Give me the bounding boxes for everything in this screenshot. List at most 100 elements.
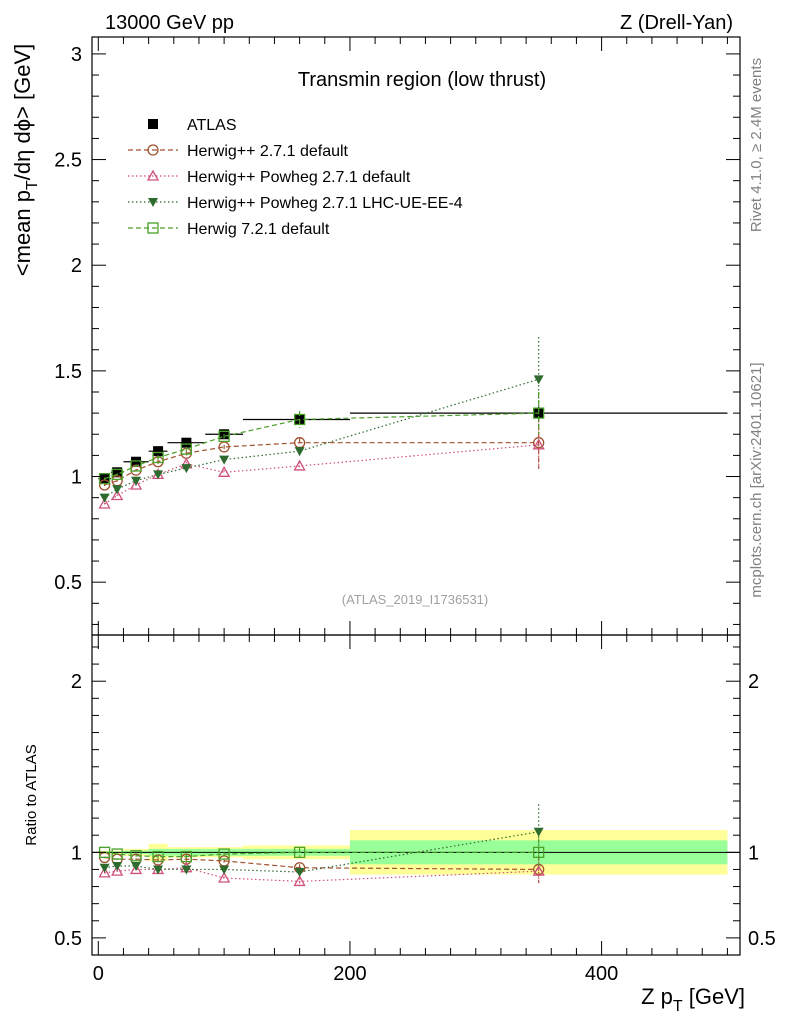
ratio-y-tick-label-right: 1 (748, 842, 759, 864)
ratio-point-powheg_ue (219, 865, 230, 875)
main-point-powheg (532, 438, 545, 450)
ratio-y-tick-label: 1 (71, 842, 82, 864)
main-point-herwig7 (98, 472, 111, 485)
legend-marker-powheg (146, 169, 160, 181)
main-point-herwig7 (180, 443, 193, 455)
ratio-point-herwig7 (293, 846, 306, 858)
main-series-powheg (98, 419, 545, 509)
ratio-point-powheg_ue (533, 827, 544, 837)
legend: ATLAS Herwig++ 2.7.1 default Herwig++ Powh… (128, 117, 463, 238)
ratio-point-herwig7 (533, 846, 545, 858)
main-y-tick-label: 3 (71, 44, 82, 66)
main-point-powheg (98, 497, 111, 509)
ratio-point-powheg (129, 863, 143, 875)
ratio-line-herwigpp (104, 856, 539, 871)
side-label-rivet: Rivet 4.1.0, ≥ 2.4M events (748, 58, 765, 232)
main-point-herwig7 (130, 460, 142, 472)
main-series-herwigpp (98, 417, 545, 491)
main-series (98, 337, 728, 509)
ratio-point-herwig7 (180, 850, 193, 863)
ratio-plot-frame (91, 634, 741, 956)
ratio-point-powheg (293, 875, 306, 887)
main-point-powheg_ue (219, 455, 230, 465)
ratio-point-powheg (532, 864, 545, 876)
main-point-powheg (129, 478, 143, 490)
main-y-tick-label: 2.5 (54, 150, 82, 172)
ratio-point-powheg_ue (112, 862, 123, 872)
main-line-herwigpp (104, 442, 539, 486)
main-point-herwigpp (98, 479, 111, 491)
ratio-point-powheg_ue (294, 868, 305, 878)
legend-label-powheg_ue: Herwig++ Powheg 2.7.1 LHC-UE-EE-4 (187, 195, 463, 212)
main-point-powheg (111, 489, 124, 501)
ratio-point-powheg_ue (131, 862, 142, 872)
main-point-powheg_ue (99, 493, 110, 503)
ratio-line-powheg (104, 867, 539, 883)
main-point-atlas (181, 437, 192, 448)
x-axis-label: Z pT [GeV] (641, 984, 745, 1015)
legend-marker-herwigpp (147, 144, 159, 156)
main-point-powheg_ue (153, 470, 164, 480)
legend-marker-atlas (148, 119, 158, 129)
ratio-series-powheg_ue (99, 804, 544, 878)
x-tick-label: 0 (93, 963, 104, 985)
ratio-line-powheg_ue (104, 831, 539, 873)
ratio-point-powheg (218, 871, 231, 883)
ratio-point-powheg (98, 866, 111, 878)
main-series-atlas (98, 406, 728, 484)
legend-label-atlas: ATLAS (187, 117, 237, 134)
ratio-line-herwig7 (104, 851, 539, 858)
main-point-herwig7 (111, 468, 123, 481)
main-point-herwig7 (218, 430, 230, 443)
ratio-point-herwig7 (130, 850, 142, 862)
legend-marker-powheg_ue (148, 198, 158, 207)
main-point-powheg (218, 465, 231, 477)
main-point-herwig7 (533, 407, 545, 419)
main-point-powheg (293, 459, 306, 471)
main-point-powheg_ue (181, 464, 192, 474)
main-y-axis-label: <mean pT/dη dϕ> [GeV] (10, 44, 41, 276)
ratio-y-tick-label: 0.5 (54, 928, 82, 950)
main-point-atlas (112, 467, 123, 478)
main-point-powheg_ue (533, 375, 544, 385)
frames (91, 36, 741, 956)
ratio-point-powheg_ue (153, 865, 164, 875)
main-y-tick-label: 1.5 (54, 361, 82, 383)
main-point-atlas (153, 446, 164, 457)
ratio-y-tick-label-right: 2 (748, 671, 759, 693)
main-point-powheg_ue (112, 485, 123, 495)
main-series-powheg_ue (99, 337, 544, 503)
main-line-powheg_ue (104, 378, 539, 499)
ratio-y-tick-label-right: 0.5 (748, 928, 776, 950)
x-tick-label: 200 (333, 963, 366, 985)
ratio-point-herwig7 (152, 850, 164, 863)
ratio-y-tick-label: 2 (71, 671, 82, 693)
axis-ticks: 0.5 1 1.5 2 2.5 3 0.5 0.5 1 1 2 2 0 200 400 (54, 37, 776, 985)
main-point-powheg_ue (131, 476, 142, 486)
main-point-atlas (131, 456, 142, 467)
header-right: Z (Drell-Yan) (620, 12, 733, 34)
ratio-point-powheg (111, 864, 124, 876)
main-y-tick-label: 2 (71, 255, 82, 277)
main-y-tick-label: 1 (71, 467, 82, 489)
main-line-powheg (104, 444, 539, 505)
ratio-point-powheg_ue (181, 865, 192, 875)
side-label-mcplots: mcplots.cern.ch [arXiv:2401.10621] (748, 362, 765, 597)
legend-label-herwig7: Herwig 7.2.1 default (187, 221, 330, 238)
main-point-herwig7 (293, 413, 306, 426)
legend-label-powheg: Herwig++ Powheg 2.7.1 default (187, 169, 411, 186)
chart-title: Transmin region (low thrust) (298, 69, 546, 91)
ratio-y-axis-label: Ratio to ATLAS (23, 744, 40, 845)
main-series-herwig7 (98, 391, 545, 485)
legend-label-herwigpp: Herwig++ 2.7.1 default (187, 143, 349, 160)
watermark: (ATLAS_2019_I1736531) (342, 592, 488, 607)
ratio-point-herwig7 (218, 848, 230, 860)
ratio-point-herwig7 (111, 848, 123, 860)
header-left: 13000 GeV pp (105, 12, 234, 34)
legend-marker-herwig7 (147, 222, 159, 234)
x-tick-label: 400 (585, 963, 618, 985)
main-y-tick-label: 0.5 (54, 572, 82, 594)
main-line-herwig7 (104, 412, 539, 480)
main-point-powheg_ue (294, 447, 305, 457)
